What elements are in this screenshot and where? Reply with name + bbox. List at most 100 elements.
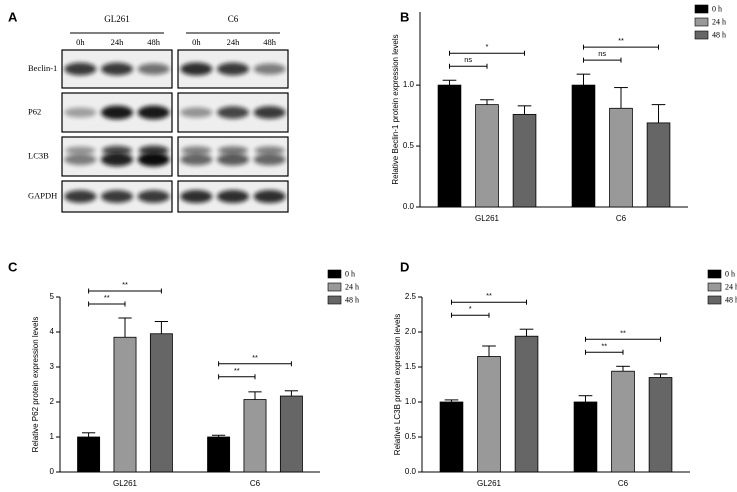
- bar: [512, 113, 537, 208]
- bar: [243, 399, 267, 473]
- bar: [475, 104, 499, 208]
- y-tick-label: 2.5: [405, 292, 417, 301]
- blot-band: [253, 63, 286, 75]
- y-tick-label: 5: [50, 292, 55, 301]
- y-tick-label: 0.5: [405, 432, 417, 441]
- bar: [439, 401, 464, 473]
- y-axis-title: Relative Beclin-1 protein expression lev…: [391, 34, 400, 184]
- bar: [648, 377, 673, 473]
- bar: [571, 84, 596, 208]
- blot-band: [181, 146, 212, 155]
- bar: [646, 122, 671, 208]
- blot-band: [64, 154, 97, 165]
- bar: [113, 336, 137, 473]
- legend-swatch: [707, 295, 722, 305]
- bar: [207, 436, 231, 473]
- sig-label: **: [122, 280, 128, 289]
- y-tick-label: 3: [50, 362, 55, 371]
- legend-label: 24 h: [345, 282, 359, 291]
- blot-band: [138, 145, 169, 156]
- legend-label: 48 h: [712, 30, 726, 39]
- bar: [609, 107, 633, 208]
- sig-label: **: [618, 36, 624, 45]
- sig-label: **: [601, 341, 607, 350]
- lane-label: 0h: [76, 37, 85, 47]
- blot-band: [253, 153, 286, 166]
- legend-label: 0 h: [712, 4, 722, 13]
- lane-label: 48h: [147, 37, 161, 47]
- sig-label: **: [252, 353, 258, 362]
- legend-swatch: [327, 269, 342, 279]
- blot-band: [180, 107, 213, 118]
- blot-band: [101, 152, 133, 167]
- bar: [573, 401, 598, 473]
- blot-band: [253, 106, 286, 119]
- legend-swatch: [694, 30, 709, 40]
- bar: [437, 84, 462, 208]
- sig-label: *: [486, 42, 489, 51]
- y-tick-label: 1.5: [405, 362, 417, 371]
- legend-label: 0 h: [725, 269, 735, 278]
- bar: [279, 395, 303, 473]
- blot-band: [180, 153, 213, 166]
- sig-label: **: [486, 291, 492, 300]
- sig-label: *: [469, 304, 472, 313]
- legend-swatch: [694, 17, 709, 27]
- blot-band: [137, 190, 170, 203]
- group-label: GL261: [104, 14, 130, 24]
- blot-band: [180, 62, 213, 76]
- blot-band: [101, 190, 133, 203]
- blot-band: [101, 62, 133, 76]
- blot-band: [65, 146, 96, 155]
- blot-band: [64, 190, 97, 203]
- blot-band: [217, 189, 249, 204]
- blot-band: [218, 146, 248, 155]
- row-label: GAPDH: [28, 190, 57, 200]
- legend-label: 0 h: [345, 269, 355, 278]
- y-axis-title: Relative LC3B protein expression levels: [393, 314, 402, 455]
- lane-label: 0h: [192, 37, 201, 47]
- bar: [477, 356, 501, 473]
- blot-band: [254, 146, 285, 155]
- legend-swatch: [707, 282, 722, 292]
- x-tick-label: C6: [616, 214, 627, 223]
- bar: [611, 370, 635, 473]
- blot-band: [253, 189, 286, 204]
- panel-label: D: [400, 259, 409, 274]
- panel-label: B: [400, 9, 409, 24]
- legend-swatch: [694, 4, 709, 14]
- lane-label: 24h: [227, 37, 241, 47]
- y-tick-label: 2: [50, 397, 55, 406]
- blot-band: [64, 62, 97, 76]
- y-tick-label: 2.0: [405, 327, 417, 336]
- y-tick-label: 0.0: [403, 202, 415, 211]
- legend-label: 24 h: [725, 282, 737, 291]
- group-label: C6: [228, 14, 239, 24]
- blot-band: [217, 62, 249, 76]
- sig-label: ns: [598, 49, 606, 58]
- blot-band: [217, 106, 249, 119]
- y-tick-label: 1.0: [405, 397, 417, 406]
- x-tick-label: GL261: [477, 479, 502, 488]
- lane-label: 48h: [263, 37, 277, 47]
- y-tick-label: 0.5: [403, 141, 415, 150]
- blot-band: [137, 63, 170, 75]
- legend-label: 24 h: [712, 17, 726, 26]
- blot-band: [64, 107, 97, 118]
- y-tick-label: 4: [50, 327, 55, 336]
- blot-band: [102, 145, 132, 156]
- row-label: P62: [28, 106, 41, 116]
- row-label: Beclin-1: [28, 63, 57, 73]
- bar: [514, 335, 539, 473]
- x-tick-label: C6: [618, 479, 629, 488]
- row-label: LC3B: [28, 150, 49, 160]
- x-tick-label: GL261: [475, 214, 500, 223]
- legend-label: 48 h: [345, 295, 359, 304]
- y-tick-label: 1.0: [403, 80, 415, 89]
- blot-band: [217, 153, 249, 166]
- y-tick-label: 0: [50, 467, 55, 476]
- panel-label: C: [8, 259, 18, 274]
- legend-swatch: [707, 269, 722, 279]
